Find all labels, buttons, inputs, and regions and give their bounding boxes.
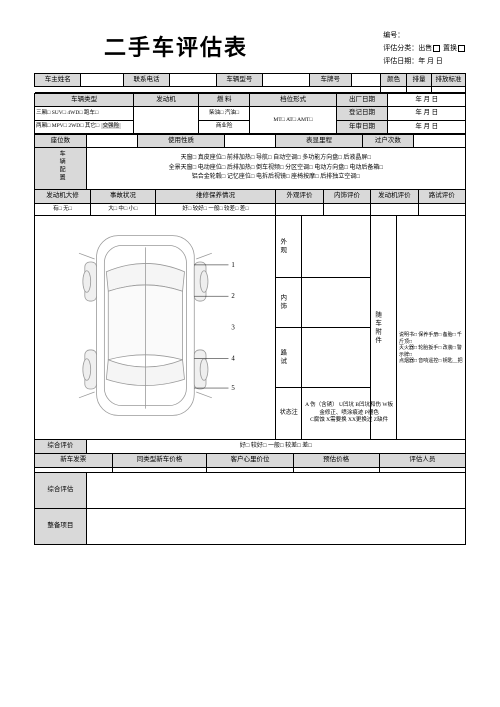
svg-text:3: 3: [231, 325, 235, 332]
plate-field[interactable]: [351, 74, 381, 87]
page-title: 二手车评估表: [104, 30, 248, 62]
type-label: 车辆类型: [35, 93, 134, 106]
table-basic-info: 车主姓名 联系电话 车辆型号 车牌号 颜色 排量 排放标准: [34, 73, 466, 93]
custprice-label: 客户心里价位: [207, 454, 293, 467]
config-options[interactable]: 天窗□ 真皮座位□ 前排加热□ 导航□ 自动空调□ 多功能方向盘□ 后液晶屏□全…: [86, 148, 465, 190]
date-label: 评估日期：: [383, 57, 418, 65]
leave-field[interactable]: 年 月 日: [388, 93, 466, 106]
int-label: 内饰评价: [323, 190, 370, 203]
model-label: 车辆型号: [216, 74, 262, 87]
table-vehicle-type: 车辆类型 发动机 燃 料 档位形式 出厂日期 年 月 日 三厢□ SUV□ 4W…: [34, 93, 466, 134]
table-diagram-section: 1 2 3 4 5 外观 随车附件 说明书□ 保养手册□ 备胎□ 千斤顶□灭火器…: [34, 215, 466, 439]
exchange-checkbox[interactable]: [458, 45, 465, 52]
ext-field-1[interactable]: [302, 216, 371, 278]
table-price: 新车发票 同类型新车价格 客户心里价位 预估价格 评估人员: [34, 453, 466, 472]
perf-label: 使用性质: [138, 134, 224, 147]
plate-label: 车牌号: [309, 74, 351, 87]
maint-label: 维修保养情况: [155, 190, 276, 203]
gear-label: 档位形式: [250, 93, 336, 106]
side-ext-label: 外观: [276, 216, 302, 278]
phone-label: 联系电话: [123, 74, 169, 87]
table-overall-eval: 综合评价 好□ 较好□ 一般□ 较差□ 差□: [34, 439, 466, 453]
side-int-label: 内饰: [276, 278, 302, 328]
newprice-label: 同类型新车价格: [112, 454, 207, 467]
type-opts-1[interactable]: 三厢□ SUV□ 4WD□ 跑车□: [35, 107, 134, 120]
code-label: 编号：: [383, 31, 404, 39]
color-label: 颜色: [381, 74, 406, 87]
svg-text:1: 1: [231, 262, 234, 269]
road-label: 路试评价: [418, 190, 465, 203]
class-label: 评估分类：: [383, 44, 418, 52]
invoice-label: 新车发票: [35, 454, 113, 467]
follow-options[interactable]: 说明书□ 保养手册□ 备胎□ 千斤顶□灭火器□ 轮胎扳手□ 改装□ 警示牌□点烟…: [397, 216, 466, 439]
header: 二手车评估表 编号： 评估分类：出售 置换 评估日期：年 月 日: [34, 30, 466, 69]
side-road-label: 路试: [276, 328, 302, 388]
summary-label: 综合评估: [35, 473, 87, 509]
engine-label: 发动机: [134, 93, 199, 106]
status-label: 状态注: [276, 388, 302, 439]
insp-label: 年审日期: [336, 120, 388, 133]
eval-opts[interactable]: 好□ 较好□ 一般□ 较差□ 差□: [86, 440, 465, 453]
table-evaluation: 发动机大修 事故状况 维修保养情况 外观评价 内饰评价 发动机评价 路试评价 有…: [34, 189, 466, 216]
car-diagram: 1 2 3 4 5: [35, 216, 276, 439]
header-meta: 编号： 评估分类：出售 置换 评估日期：年 月 日: [383, 30, 466, 69]
reg-label: 登记日期: [336, 107, 388, 120]
trans-label: 过户次数: [362, 134, 414, 147]
fuel-opts[interactable]: 柴油□ 汽油□: [198, 107, 250, 120]
mech-label: 发动机评价: [371, 190, 418, 203]
staff-label: 评估人员: [379, 454, 465, 467]
owner-label: 车主姓名: [35, 74, 81, 87]
car-icon: 1 2 3 4 5: [37, 218, 273, 433]
svg-text:5: 5: [231, 385, 235, 392]
config-label: 车辆配置: [35, 148, 87, 190]
acc-label: 事故状况: [91, 190, 156, 203]
emis-label: 排放标准: [432, 74, 466, 87]
reg-field[interactable]: 年 月 日: [388, 107, 466, 120]
eval-label: 综合评价: [35, 440, 87, 453]
model-field[interactable]: [263, 74, 309, 87]
oil-com: 商业险: [198, 120, 250, 133]
leave-label: 出厂日期: [336, 93, 388, 106]
fuel-label: 燃 料: [198, 93, 250, 106]
svg-text:2: 2: [231, 293, 235, 300]
seats-label: 座位数: [35, 134, 87, 147]
sale-checkbox[interactable]: [433, 45, 440, 52]
svg-text:4: 4: [231, 356, 235, 363]
phone-field[interactable]: [170, 74, 216, 87]
owner-field[interactable]: [81, 74, 123, 87]
project-label: 整备项目: [35, 509, 87, 545]
status-legend: A 伤（含锈） U凹坑 B凹坑和伤 W板金修正、喷涂痕迹 P褪色C腐蚀 X需要换…: [302, 388, 397, 439]
repair-label: 发动机大修: [35, 190, 91, 203]
table-summary: 综合评估 整备项目: [34, 472, 466, 545]
odo-label: 表显里程: [276, 134, 362, 147]
estprice-label: 预估价格: [293, 454, 379, 467]
insp-field[interactable]: 年 月 日: [388, 120, 466, 133]
disp-label: 排量: [406, 74, 431, 87]
table-config: 座位数 使用性质 表显里程 过户次数 车辆配置 天窗□ 真皮座位□ 前排加热□ …: [34, 134, 466, 190]
ext-label: 外观评价: [276, 190, 323, 203]
gear-opts[interactable]: MT□ AT□ AMT□: [250, 107, 336, 134]
